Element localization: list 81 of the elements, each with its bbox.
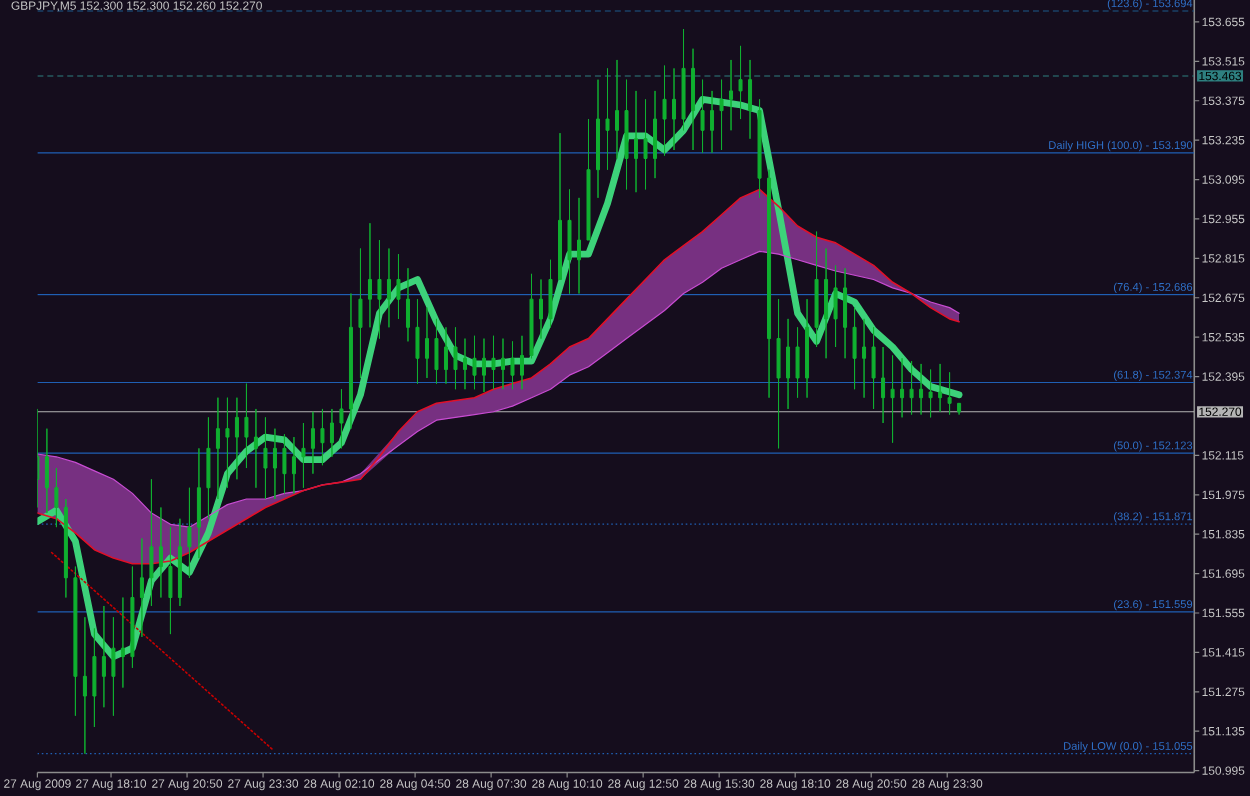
candlestick: [748, 59, 753, 140]
candlestick: [862, 318, 867, 398]
candlestick: [814, 230, 819, 348]
candlestick: [919, 363, 924, 415]
candlestick: [662, 64, 667, 156]
candlestick: [833, 264, 838, 348]
candlestick: [253, 408, 258, 489]
candlestick: [339, 388, 344, 449]
candlestick: [215, 396, 220, 500]
candlestick: [491, 335, 496, 390]
candlestick: [548, 259, 553, 328]
candlestick: [377, 239, 382, 339]
candlestick: [596, 78, 601, 199]
candlestick: [700, 78, 705, 154]
candlestick: [890, 354, 895, 443]
candlestick: [263, 416, 268, 500]
candlestick: [206, 416, 211, 519]
candlestick: [443, 326, 448, 384]
candlestick: [928, 368, 933, 418]
candlestick: [386, 247, 391, 328]
candlestick: [44, 427, 49, 514]
candlestick: [691, 47, 696, 151]
candlestick: [358, 247, 363, 379]
candlestick: [424, 306, 429, 379]
candlestick: [519, 335, 524, 390]
candlestick: [149, 478, 154, 607]
candlestick: [500, 337, 505, 390]
candlestick: [900, 357, 905, 418]
candlestick: [729, 59, 734, 131]
candlestick: [130, 565, 135, 669]
candlestick: [348, 292, 353, 429]
candlestick: [843, 267, 848, 359]
candlestick: [187, 487, 192, 579]
candlestick: [92, 627, 97, 728]
candlestick: [881, 346, 886, 424]
candlestick: [643, 98, 648, 190]
candlestick: [786, 318, 791, 410]
candlestick: [301, 422, 306, 489]
candlestick: [938, 363, 943, 413]
candlestick: [539, 278, 543, 339]
candlestick: [329, 408, 334, 458]
candlestick: [871, 326, 876, 410]
candlestick: [272, 427, 277, 500]
candlestick: [615, 59, 620, 159]
candlestick: [605, 67, 610, 170]
candlestick: [244, 382, 249, 469]
candlestick: [367, 222, 372, 328]
candlestick: [634, 90, 639, 193]
candlestick: [653, 90, 658, 179]
candlestick: [177, 517, 182, 607]
candlestick: [234, 396, 239, 480]
candlestick: [577, 197, 582, 294]
candlestick: [824, 247, 829, 359]
candlestick: [481, 337, 486, 393]
candlestick: [120, 596, 125, 688]
candlestick: [776, 298, 781, 449]
candlestick: [111, 616, 116, 716]
candlestick: [310, 411, 315, 474]
candlestick: [710, 90, 715, 154]
candlestick: [586, 118, 591, 241]
candlestick: [719, 78, 724, 151]
candlestick: [158, 506, 163, 598]
candlestick: [101, 605, 106, 708]
candlestick: [462, 337, 467, 390]
line-series: [37, 250, 960, 528]
candlestick: [82, 616, 87, 754]
candlestick: [738, 45, 743, 120]
candlestick: [529, 273, 534, 359]
candlestick: [320, 408, 325, 466]
candlestick: [196, 447, 201, 559]
candlestick: [681, 28, 686, 131]
candlestick: [947, 371, 952, 415]
candlestick: [909, 360, 914, 415]
candlestick: [405, 267, 410, 342]
candlestick: [291, 436, 296, 494]
candlestick: [139, 537, 144, 638]
candlestick: [805, 298, 810, 398]
candlestick: [225, 396, 230, 489]
candlestick: [396, 253, 401, 320]
candlestick: [672, 67, 677, 151]
candlestick: [558, 132, 563, 280]
